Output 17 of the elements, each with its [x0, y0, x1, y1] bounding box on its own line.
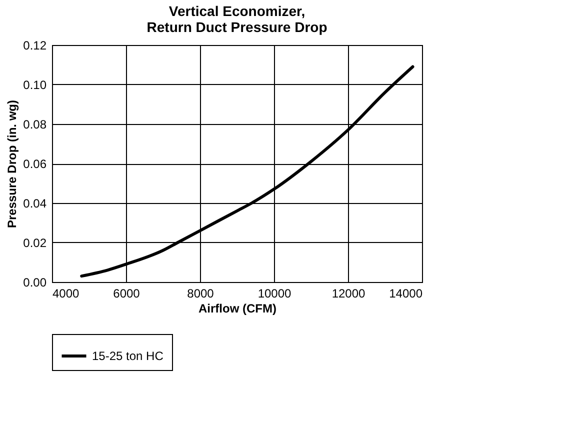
- x-tick-label: 12000: [332, 286, 366, 300]
- y-tick-label: 0.08: [23, 118, 47, 132]
- x-axis-title: Airflow (CFM): [198, 302, 276, 316]
- chart-title: Vertical Economizer, Return Duct Pressure Drop: [146, 3, 328, 35]
- y-tick-label: 0.10: [23, 78, 47, 92]
- y-axis-title: Pressure Drop (in. wg): [5, 100, 20, 228]
- y-tick-label: 0.00: [23, 276, 47, 290]
- y-tick-label: 0.02: [23, 236, 47, 250]
- x-tick-label: 8000: [187, 286, 214, 300]
- legend-label: 15-25 ton HC: [92, 349, 164, 363]
- x-tick-label: 4000: [52, 286, 80, 300]
- y-tick-label: 0.12: [23, 38, 47, 52]
- x-tick-label: 6000: [113, 286, 140, 300]
- x-tick-label: 14000: [389, 286, 423, 300]
- x-tick-label: 10000: [258, 286, 292, 300]
- y-tick-label: 0.04: [23, 196, 47, 210]
- y-tick-label: 0.06: [23, 157, 47, 171]
